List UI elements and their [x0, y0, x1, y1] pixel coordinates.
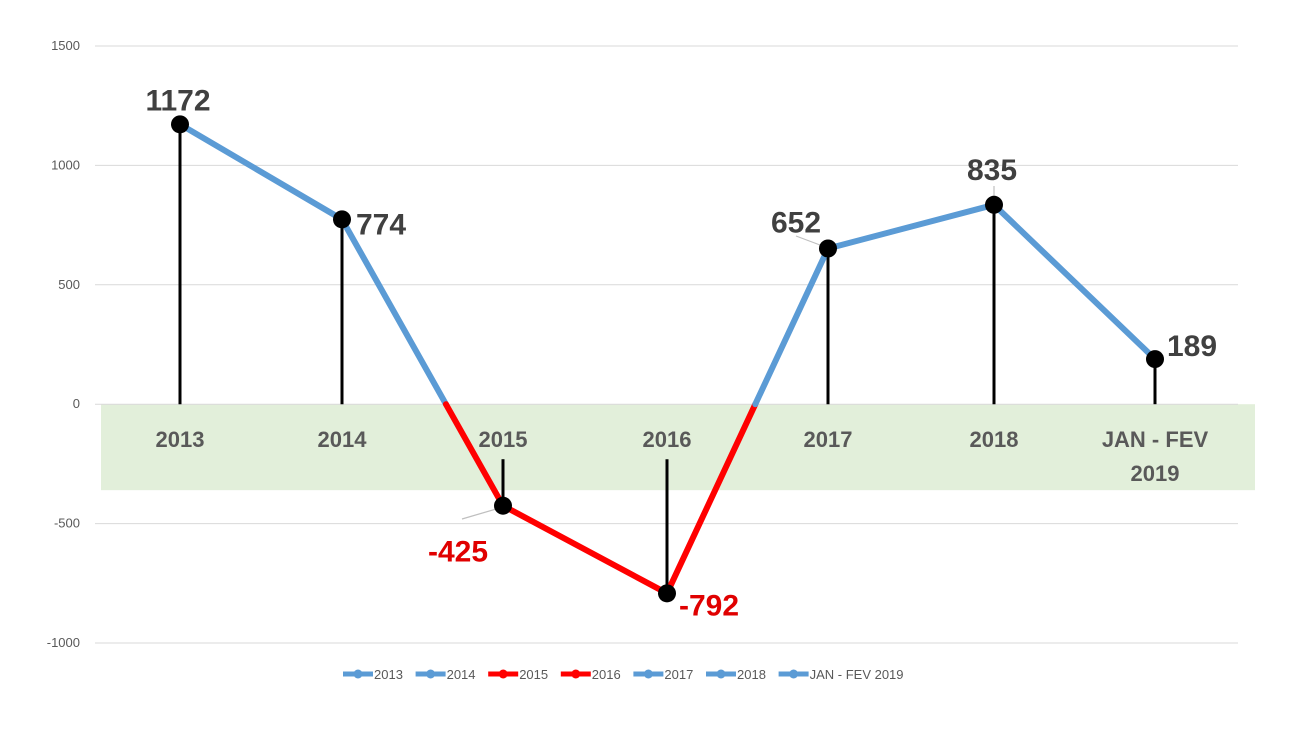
legend: 2013 2014 2015 2016 2017 2018 JAN - FEV 2019	[343, 667, 904, 682]
category-label: 2019	[1131, 461, 1180, 486]
legend-label: 2015	[519, 667, 548, 682]
y-tick-label: 500	[58, 277, 80, 292]
y-tick-label: 1000	[51, 157, 80, 172]
gridlines	[95, 45, 1238, 644]
legend-marker	[789, 669, 799, 679]
legend-label: JAN - FEV 2019	[810, 667, 904, 682]
series-line-segment	[825, 201, 997, 252]
legend-marker	[643, 669, 653, 679]
data-point	[333, 210, 351, 229]
data-point	[171, 115, 189, 134]
data-point	[985, 195, 1003, 214]
series-line-segment	[442, 401, 506, 509]
series-line-segment	[991, 201, 1158, 363]
data-label: 835	[967, 154, 1017, 187]
legend-marker	[716, 669, 726, 679]
series-line-segment	[500, 502, 670, 597]
category-band	[101, 404, 1255, 491]
data-label: 774	[356, 208, 406, 241]
drop-lines	[178, 124, 1157, 594]
data-labels: 1172 774 -425 -792 652 835 189	[145, 84, 1217, 622]
legend-label: 2018	[737, 667, 766, 682]
data-label: 189	[1167, 330, 1217, 363]
category-label: 2016	[643, 427, 692, 452]
y-tick-label: 1500	[51, 38, 80, 53]
category-labels: 2013 2014 2015 2016 2017 2018 JAN - FEV 2019	[156, 427, 1209, 486]
y-tick-label: 0	[73, 396, 80, 411]
category-label: 2014	[318, 427, 368, 452]
legend-marker	[498, 669, 508, 679]
y-axis-tick-labels: 1500 1000 500 0 -500 -1000	[47, 38, 80, 650]
data-point	[1146, 350, 1164, 369]
legend-label: 2014	[447, 667, 476, 682]
series-line-segment	[177, 121, 345, 223]
data-point	[658, 584, 676, 603]
series-line-segment	[664, 401, 759, 597]
data-label: 652	[771, 207, 821, 240]
data-point	[819, 239, 837, 258]
category-label: 2013	[156, 427, 205, 452]
legend-marker	[571, 669, 581, 679]
category-label: JAN - FEV	[1102, 427, 1209, 452]
series-line-segment	[339, 216, 449, 408]
data-point-markers	[171, 115, 1164, 603]
y-tick-label: -500	[54, 516, 80, 531]
legend-marker	[353, 669, 363, 679]
data-label: -425	[428, 536, 488, 569]
category-label: 2018	[970, 427, 1019, 452]
category-label: 2015	[479, 427, 528, 452]
series-lines	[177, 121, 1158, 597]
series-line-segment	[752, 245, 831, 408]
y-tick-label: -1000	[47, 635, 80, 650]
legend-marker	[426, 669, 436, 679]
category-label: 2017	[804, 427, 853, 452]
legend-label: 2016	[592, 667, 621, 682]
category-band-layer	[101, 404, 1255, 491]
legend-label: 2017	[664, 667, 693, 682]
data-label: 1172	[145, 84, 210, 117]
legend-label: 2013	[374, 667, 403, 682]
data-label: -792	[679, 589, 739, 622]
data-point	[494, 496, 512, 515]
